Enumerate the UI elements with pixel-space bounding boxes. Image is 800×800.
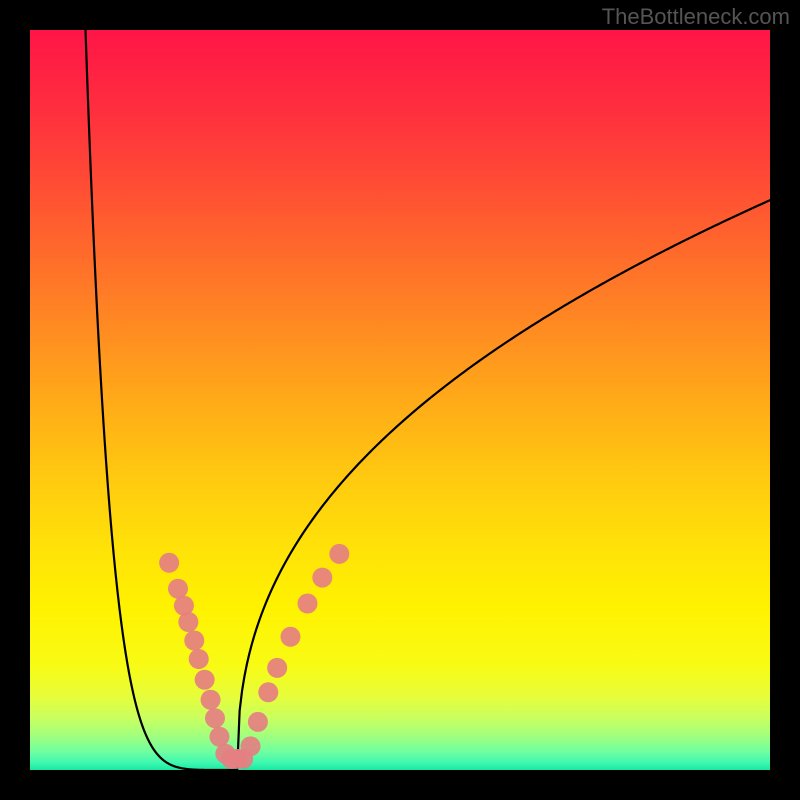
plot-area <box>30 30 770 770</box>
data-point <box>205 708 225 728</box>
data-point <box>248 712 268 732</box>
data-point <box>280 627 300 647</box>
data-point <box>209 727 229 747</box>
plot-svg <box>30 30 770 770</box>
data-point <box>168 579 188 599</box>
gradient-background <box>30 30 770 770</box>
data-point <box>258 682 278 702</box>
data-point <box>312 568 332 588</box>
data-point <box>184 631 204 651</box>
data-point <box>267 658 287 678</box>
data-point <box>298 594 318 614</box>
data-point <box>201 690 221 710</box>
watermark-text: TheBottleneck.com <box>602 4 790 30</box>
chart-container: TheBottleneck.com <box>0 0 800 800</box>
data-point <box>241 736 261 756</box>
data-point <box>189 649 209 669</box>
data-point <box>178 612 198 632</box>
data-point <box>329 544 349 564</box>
data-point <box>159 553 179 573</box>
data-point <box>195 670 215 690</box>
